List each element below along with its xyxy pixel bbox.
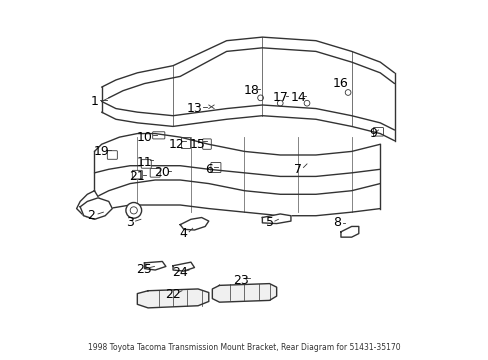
Text: 8: 8: [333, 216, 341, 229]
Text: 9: 9: [368, 127, 376, 140]
Text: 20: 20: [154, 166, 170, 179]
Circle shape: [125, 203, 142, 218]
Text: 24: 24: [172, 266, 188, 279]
FancyBboxPatch shape: [203, 139, 211, 149]
Circle shape: [304, 100, 309, 106]
Polygon shape: [173, 262, 194, 271]
FancyBboxPatch shape: [141, 159, 151, 168]
FancyBboxPatch shape: [152, 132, 164, 139]
Text: 21: 21: [129, 170, 145, 183]
FancyBboxPatch shape: [132, 170, 142, 179]
Text: 5: 5: [265, 216, 273, 229]
Text: 2: 2: [87, 209, 95, 222]
Text: 13: 13: [186, 102, 202, 115]
Text: 18: 18: [243, 84, 259, 97]
Text: 6: 6: [204, 163, 212, 176]
Text: 22: 22: [165, 288, 181, 301]
Text: 23: 23: [233, 274, 248, 287]
FancyBboxPatch shape: [373, 127, 383, 136]
Text: 25: 25: [136, 263, 152, 276]
Circle shape: [257, 95, 263, 101]
Polygon shape: [77, 191, 105, 219]
Text: 7: 7: [293, 163, 302, 176]
Text: 3: 3: [126, 216, 134, 229]
Text: 1998 Toyota Tacoma Transmission Mount Bracket, Rear Diagram for 51431-35170: 1998 Toyota Tacoma Transmission Mount Br…: [88, 343, 400, 352]
Text: 14: 14: [289, 91, 305, 104]
Text: 4: 4: [180, 227, 187, 240]
Polygon shape: [262, 214, 290, 224]
Text: 15: 15: [190, 138, 205, 151]
Polygon shape: [340, 226, 358, 237]
Circle shape: [130, 207, 137, 214]
Polygon shape: [137, 289, 208, 308]
FancyBboxPatch shape: [210, 162, 221, 172]
Polygon shape: [180, 217, 208, 230]
FancyBboxPatch shape: [150, 168, 160, 177]
FancyBboxPatch shape: [107, 151, 117, 159]
Polygon shape: [212, 284, 276, 302]
Bar: [181, 137, 189, 148]
Text: 12: 12: [168, 138, 184, 151]
Text: 11: 11: [136, 156, 152, 168]
Text: 1: 1: [90, 95, 98, 108]
Circle shape: [345, 90, 350, 95]
Polygon shape: [144, 261, 165, 270]
Circle shape: [277, 100, 283, 106]
Text: 16: 16: [332, 77, 348, 90]
Text: 10: 10: [136, 131, 152, 144]
Text: 17: 17: [272, 91, 287, 104]
Text: 19: 19: [94, 145, 109, 158]
Polygon shape: [80, 198, 112, 219]
